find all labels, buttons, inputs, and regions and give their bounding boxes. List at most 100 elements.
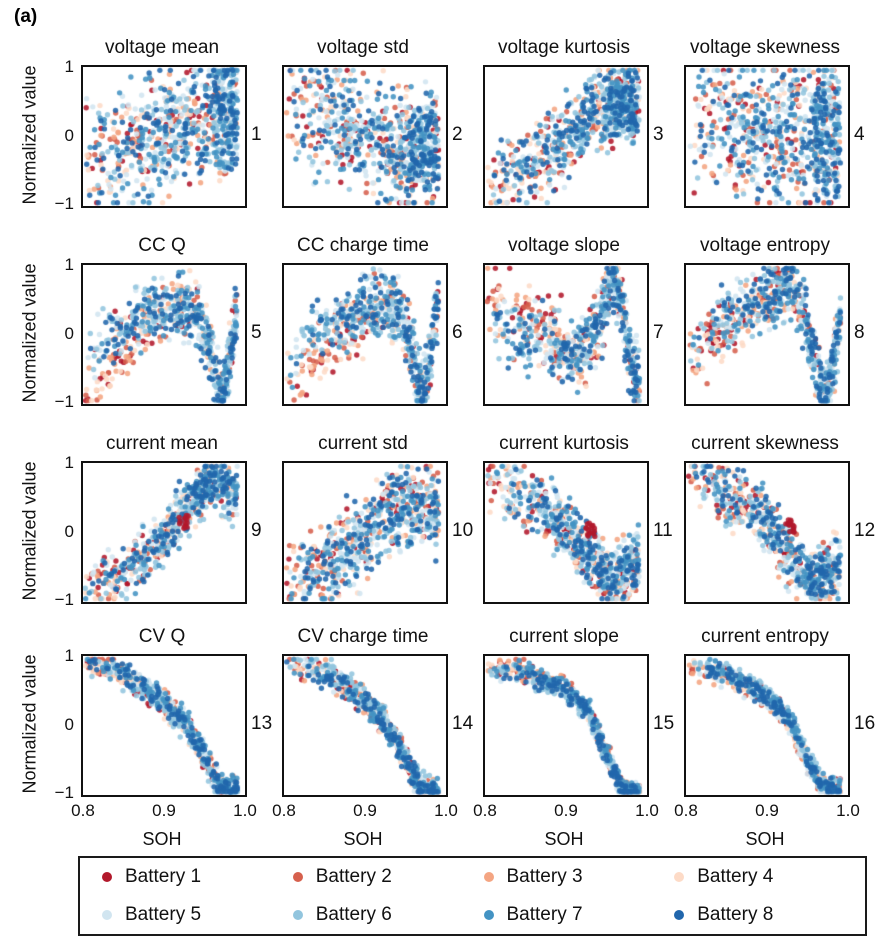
- y-tick-label: 0: [64, 323, 74, 343]
- panel-number: 5: [251, 321, 262, 343]
- panel-number: 13: [251, 712, 273, 734]
- subplot-current-entropy: [684, 654, 850, 797]
- legend-label: Battery 2: [315, 866, 392, 887]
- legend-label: Battery 5: [125, 904, 202, 925]
- y-tick-label: −1: [54, 783, 74, 802]
- scatter-canvas-7: [485, 265, 647, 404]
- panel-number: 3: [653, 123, 664, 145]
- y-tick-label: −1: [54, 590, 74, 609]
- scatter-canvas-3: [485, 67, 647, 206]
- panel-number: 4: [854, 123, 865, 145]
- panel-title: voltage std: [317, 37, 409, 58]
- y-axis-label: Normalized value: [19, 64, 40, 205]
- x-tick-label: 0.9: [353, 801, 377, 820]
- scatter-canvas-14: [284, 656, 446, 795]
- legend-marker-icon: [292, 872, 303, 882]
- subplot-cc-charge-time: [282, 263, 448, 406]
- y-tick-label: −1: [54, 392, 74, 411]
- panel-number: 6: [452, 321, 463, 343]
- scatter-canvas-16: [686, 656, 848, 795]
- legend-marker-icon: [483, 910, 494, 920]
- scatter-canvas-9: [83, 463, 245, 602]
- subplot-voltage-entropy: [684, 263, 850, 406]
- legend-marker-icon: [483, 872, 494, 882]
- legend-item-battery-6: Battery 6: [292, 904, 484, 926]
- panel-number: 14: [452, 712, 474, 734]
- y-tick-label: 0: [64, 714, 74, 734]
- panel-number: 7: [653, 321, 664, 343]
- subplot-current-slope: [483, 654, 649, 797]
- panel-number: 12: [854, 519, 876, 541]
- x-tick-label: 1.0: [836, 801, 860, 820]
- y-axis-label: Normalized value: [19, 262, 40, 403]
- legend-label: Battery 4: [697, 866, 774, 887]
- panel-title: voltage kurtosis: [497, 37, 631, 58]
- panel-number: 15: [653, 712, 675, 734]
- legend-marker-icon: [102, 910, 112, 920]
- scatter-canvas-5: [83, 265, 245, 404]
- legend-item-battery-5: Battery 5: [102, 904, 293, 926]
- panel-number: 1: [251, 123, 262, 145]
- x-tick-label: 0.8: [473, 801, 497, 820]
- legend-marker-icon: [674, 872, 685, 882]
- figure-label: (a): [14, 6, 38, 27]
- panel-title: current skewness: [691, 433, 839, 454]
- legend-marker-icon: [292, 910, 303, 920]
- subplot-voltage-mean: [81, 65, 247, 208]
- y-axis-label: Normalized value: [19, 653, 40, 794]
- panel-number: 2: [452, 123, 463, 145]
- x-axis-label: SOH: [544, 829, 584, 849]
- x-axis-label: SOH: [343, 829, 383, 849]
- x-tick-label: 0.8: [71, 801, 95, 820]
- x-tick-label: 1.0: [635, 801, 659, 820]
- scatter-canvas-15: [485, 656, 647, 795]
- legend-label: Battery 1: [125, 866, 202, 887]
- panel-title: voltage entropy: [700, 235, 830, 256]
- y-tick-label: 0: [64, 521, 74, 541]
- scatter-canvas-6: [284, 265, 446, 404]
- subplot-current-mean: [81, 461, 247, 604]
- panel-title: current slope: [509, 626, 619, 647]
- x-axis-label: SOH: [142, 829, 182, 849]
- panel-title: CC charge time: [297, 235, 429, 256]
- panel-number: 10: [452, 519, 474, 541]
- panel-title: voltage slope: [508, 235, 620, 256]
- y-tick-label: 0: [64, 125, 74, 145]
- scatter-canvas-1: [83, 67, 245, 206]
- subplot-voltage-kurtosis: [483, 65, 649, 208]
- legend-item-battery-2: Battery 2: [292, 866, 484, 888]
- subplot-voltage-slope: [483, 263, 649, 406]
- panel-title: current kurtosis: [499, 433, 629, 454]
- scatter-canvas-10: [284, 463, 446, 602]
- panel-number: 16: [854, 712, 876, 734]
- legend-item-battery-7: Battery 7: [483, 904, 675, 926]
- legend-item-battery-4: Battery 4: [674, 866, 865, 888]
- legend-marker-icon: [102, 872, 112, 882]
- scatter-canvas-2: [284, 67, 446, 206]
- x-tick-label: 0.8: [272, 801, 296, 820]
- panel-title: voltage skewness: [690, 37, 840, 58]
- subplot-cv-q: [81, 654, 247, 797]
- panel-title: current std: [318, 433, 408, 454]
- scatter-canvas-11: [485, 463, 647, 602]
- x-tick-label: 1.0: [233, 801, 257, 820]
- subplot-voltage-std: [282, 65, 448, 208]
- panel-title: CV charge time: [297, 626, 429, 647]
- legend: Battery 1 Battery 2 Battery 3 Battery 4 Batt…: [78, 856, 867, 936]
- legend-label: Battery 3: [506, 866, 583, 887]
- subplot-cc-q: [81, 263, 247, 406]
- y-tick-label: 1: [64, 646, 74, 665]
- panel-number: 11: [653, 519, 673, 541]
- panel-title: current entropy: [701, 626, 829, 647]
- legend-item-battery-1: Battery 1: [102, 866, 293, 888]
- x-tick-label: 0.9: [554, 801, 578, 820]
- y-tick-label: 1: [64, 453, 74, 472]
- subplot-voltage-skewness: [684, 65, 850, 208]
- legend-item-battery-3: Battery 3: [483, 866, 675, 888]
- y-tick-label: 1: [64, 57, 74, 76]
- subplot-cv-charge-time: [282, 654, 448, 797]
- scatter-canvas-4: [686, 67, 848, 206]
- legend-label: Battery 7: [506, 904, 583, 925]
- scatter-canvas-8: [686, 265, 848, 404]
